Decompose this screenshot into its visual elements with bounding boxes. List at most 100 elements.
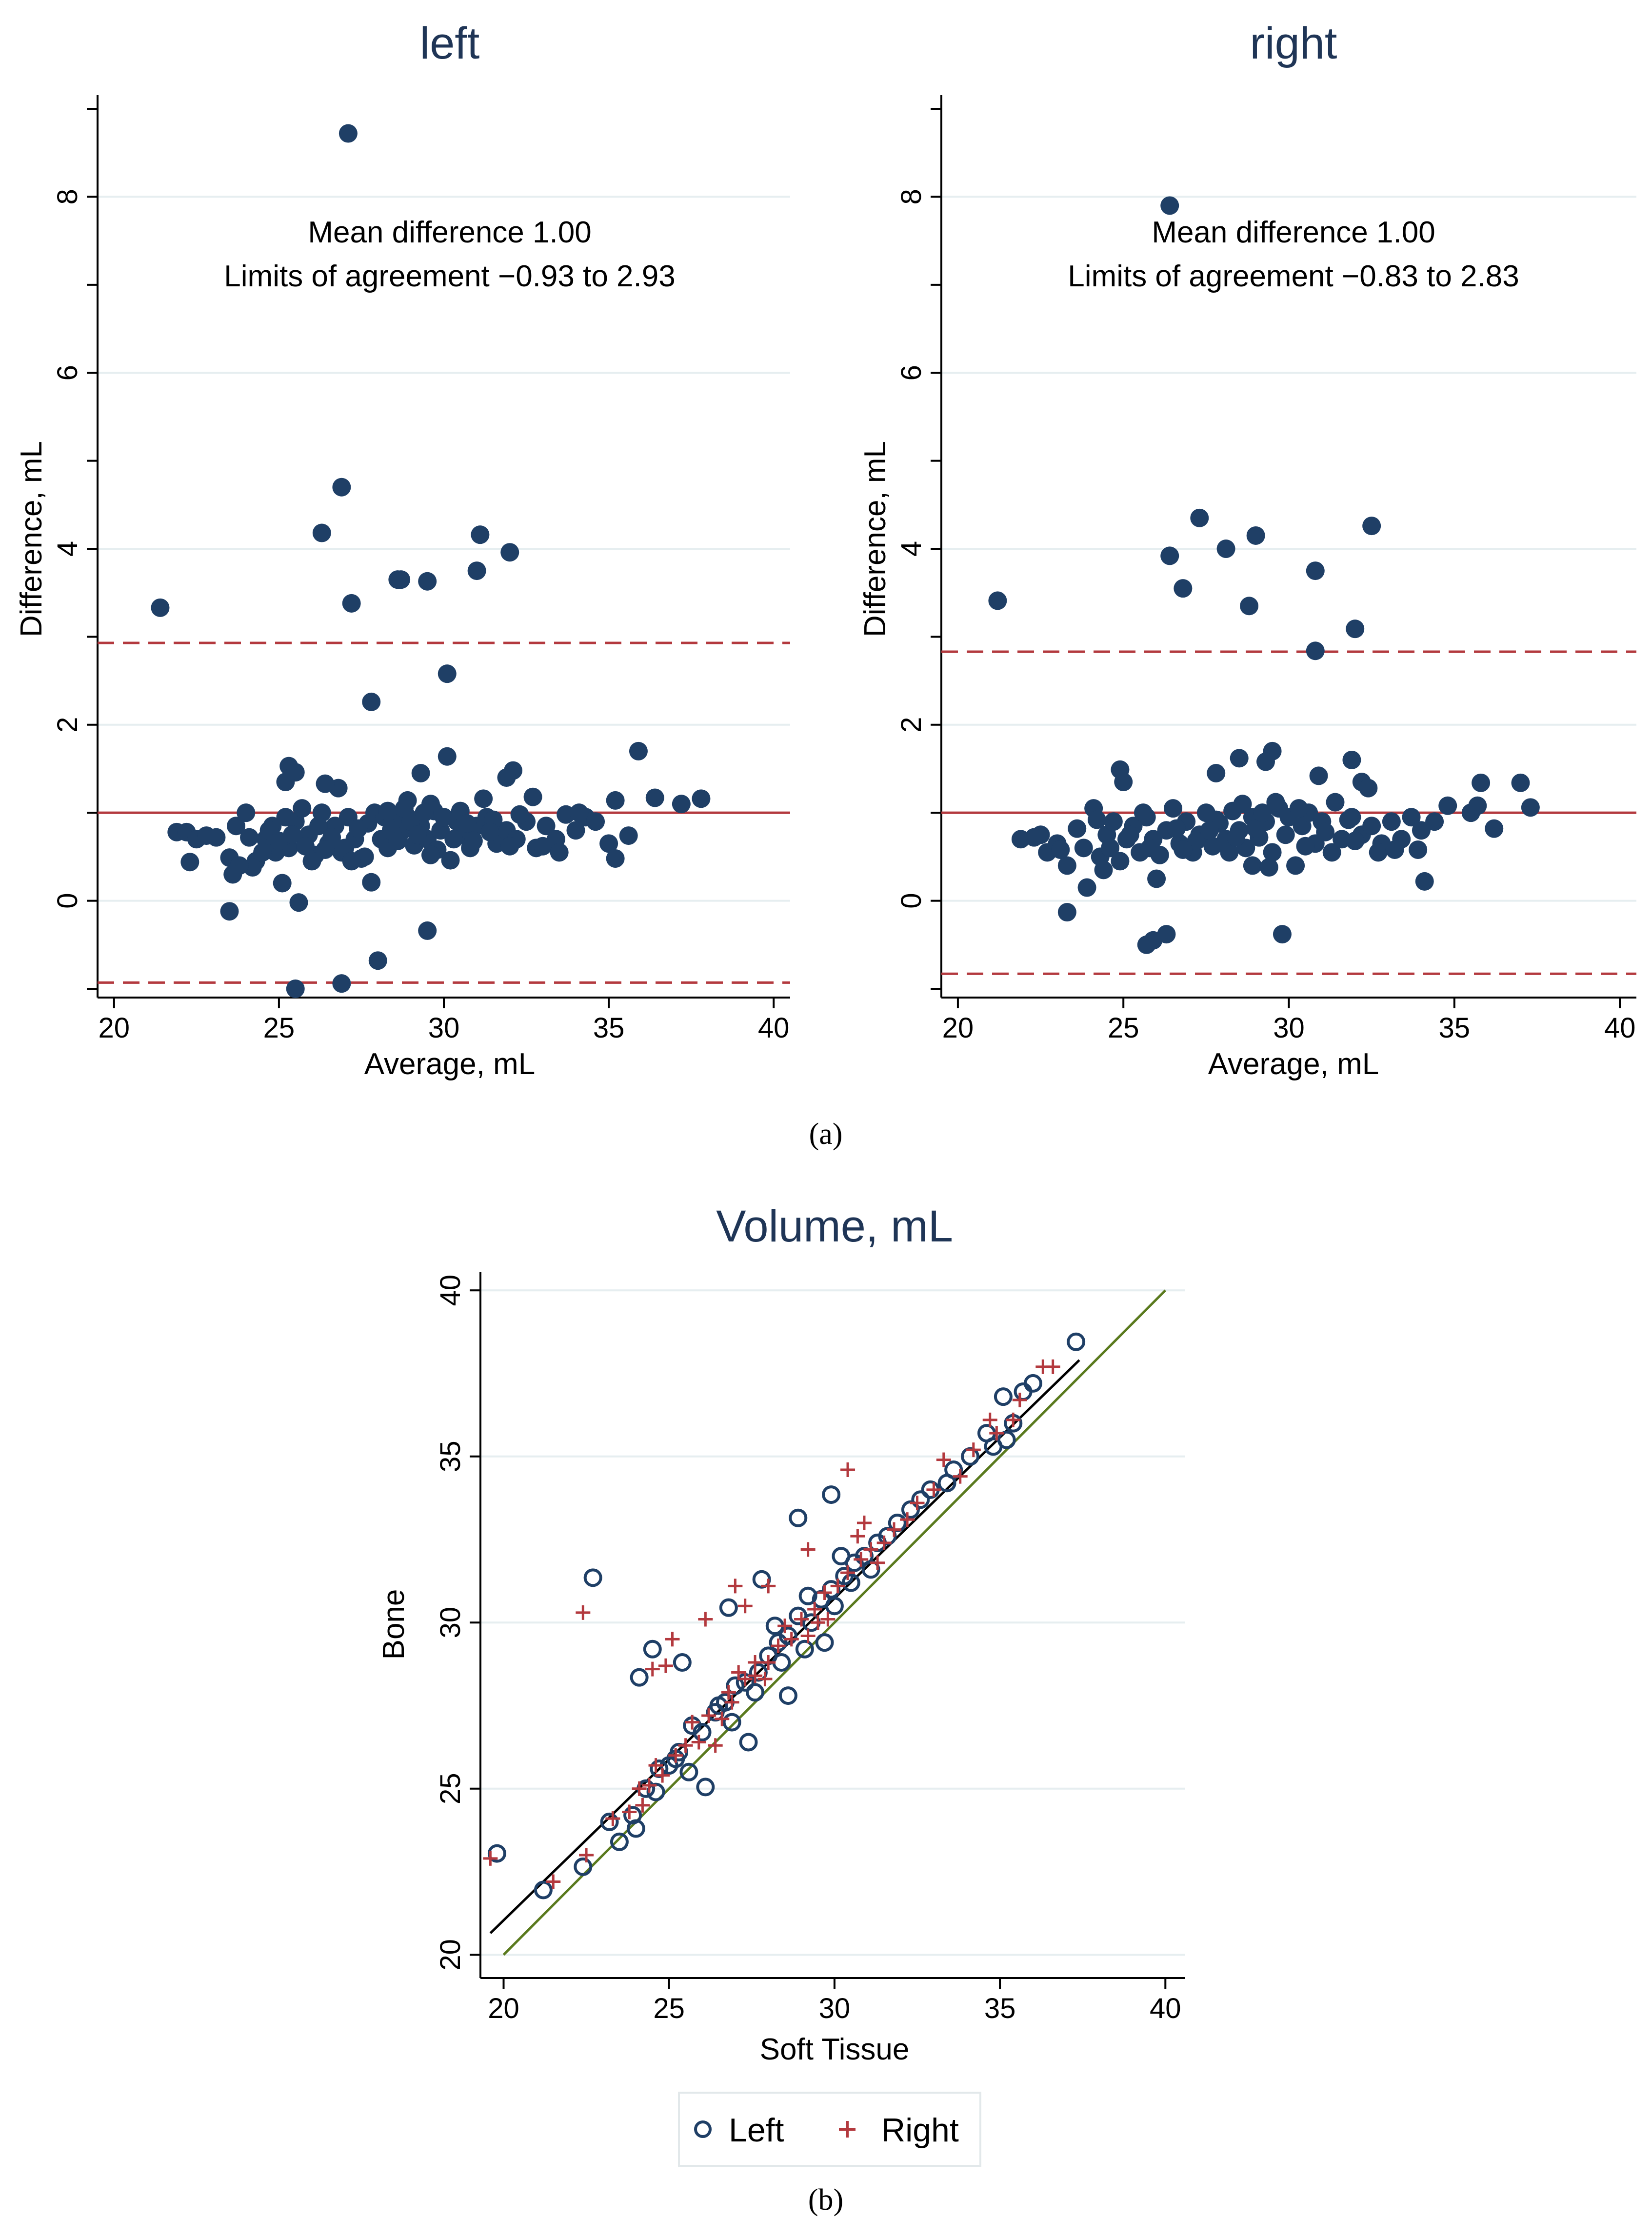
x-axis-label-left: Average, mL	[364, 1047, 535, 1081]
right-data-point	[1322, 843, 1341, 862]
left-series-point	[795, 1639, 814, 1659]
right-data-point	[1057, 903, 1076, 922]
chart-title-left: left	[420, 19, 480, 68]
right-data-point	[1111, 852, 1130, 871]
right-data-point	[1190, 508, 1209, 527]
left-data-point	[500, 837, 519, 856]
left-series-point	[693, 1723, 712, 1742]
left-series-point	[778, 1686, 797, 1705]
right-y-tick-label: 4	[896, 541, 927, 557]
left-y-tick-label: 6	[52, 365, 83, 380]
right-series-point	[910, 1496, 925, 1511]
chart-title-right: right	[1250, 19, 1337, 68]
left-data-point	[316, 774, 335, 793]
right-series-point	[655, 1768, 670, 1783]
right-series-point	[936, 1452, 951, 1467]
right-data-point	[1521, 798, 1540, 817]
right-series-point	[645, 1661, 660, 1677]
right-series-point	[784, 1632, 799, 1647]
right-series-point	[731, 1665, 746, 1680]
right-y-tick-label: 2	[896, 717, 927, 733]
volume-identity-line	[502, 1289, 1167, 1956]
left-data-point	[629, 741, 648, 760]
right-series-point	[635, 1798, 650, 1813]
right-data-point	[1068, 819, 1087, 838]
right-series-point	[622, 1804, 637, 1819]
right-data-point	[1276, 825, 1295, 844]
right-series-point	[817, 1585, 832, 1600]
legend-box	[678, 2092, 981, 2167]
right-y-tick-label: 8	[896, 189, 927, 204]
left-data-point	[282, 825, 301, 844]
left-data-point	[586, 812, 605, 831]
left-data-point	[312, 523, 331, 542]
right-data-point	[1187, 831, 1206, 850]
volume-x-tick-label: 40	[1150, 1993, 1181, 2024]
left-x-tick-label: 20	[99, 1012, 130, 1044]
right-data-point	[1342, 750, 1361, 769]
right-data-point	[1382, 812, 1401, 831]
right-data-point	[1174, 579, 1193, 598]
left-data-point	[240, 828, 259, 847]
left-data-point	[223, 865, 242, 884]
right-data-point	[1468, 796, 1487, 815]
right-data-point	[1094, 860, 1113, 880]
left-data-point	[566, 821, 585, 840]
right-data-point	[1077, 878, 1096, 897]
right-series-point	[761, 1579, 776, 1594]
right-series-point	[850, 1529, 865, 1544]
legend-left-marker-icon	[694, 2120, 712, 2138]
right-data-point	[1296, 837, 1315, 856]
left-data-point	[253, 843, 272, 862]
volume-x-tick-label: 25	[653, 1993, 685, 2024]
right-series-point	[807, 1602, 822, 1617]
right-series-point	[708, 1738, 723, 1753]
right-data-point	[1246, 526, 1265, 545]
right-series-point	[856, 1515, 872, 1530]
left-series-point	[746, 1683, 765, 1702]
x-axis-label-volume: Soft Tissue	[760, 2033, 910, 2066]
left-series-point	[583, 1568, 602, 1587]
left-x-tick-label: 25	[263, 1012, 295, 1044]
right-series-point	[678, 1738, 693, 1753]
bland-altman-right-panel: 20 25 30 35 40 0 2 4 6 8 right Mean difference 1.…	[858, 19, 1636, 1081]
right-series-point	[761, 1655, 776, 1670]
right-data-point	[1200, 821, 1219, 840]
right-series-point	[876, 1535, 892, 1550]
right-series-point	[632, 1781, 647, 1796]
right-series-point	[982, 1412, 997, 1427]
left-data-point	[438, 747, 457, 766]
right-data-point	[1289, 799, 1308, 818]
right-data-point	[1140, 839, 1159, 858]
left-y-tick-label: 0	[52, 893, 83, 908]
right-data-point	[1256, 752, 1275, 771]
right-series-point	[887, 1522, 902, 1537]
left-data-point	[537, 817, 556, 836]
left-data-point	[458, 814, 477, 833]
left-data-point	[378, 801, 398, 820]
right-series-point	[698, 1612, 713, 1627]
annotation-limits-left: Limits of agreement −0.93 to 2.93	[224, 260, 675, 293]
right-data-point	[1511, 773, 1530, 792]
left-data-point	[332, 478, 351, 497]
volume-y-tick-label: 20	[435, 1939, 466, 1971]
volume-scatter-panel: 20 25 30 35 40 20 25 30 35 40 Volume, mL Soft Tis…	[377, 1201, 1185, 2167]
left-data-point	[388, 831, 407, 850]
left-data-point	[338, 124, 358, 143]
right-series-point	[900, 1512, 915, 1527]
right-data-point	[1359, 779, 1378, 798]
left-data-point	[289, 893, 308, 912]
right-data-point	[1286, 856, 1305, 875]
right-data-point	[1362, 517, 1381, 536]
right-series-point	[721, 1685, 736, 1700]
right-series-point	[605, 1811, 620, 1826]
right-series-point	[748, 1668, 763, 1683]
right-series-point	[1045, 1359, 1060, 1374]
right-data-point	[1339, 810, 1358, 829]
right-data-point	[1273, 925, 1292, 944]
right-data-point	[1104, 812, 1123, 831]
left-data-point	[441, 851, 460, 870]
right-series-point	[715, 1711, 730, 1726]
left-x-tick-label: 40	[758, 1012, 790, 1044]
